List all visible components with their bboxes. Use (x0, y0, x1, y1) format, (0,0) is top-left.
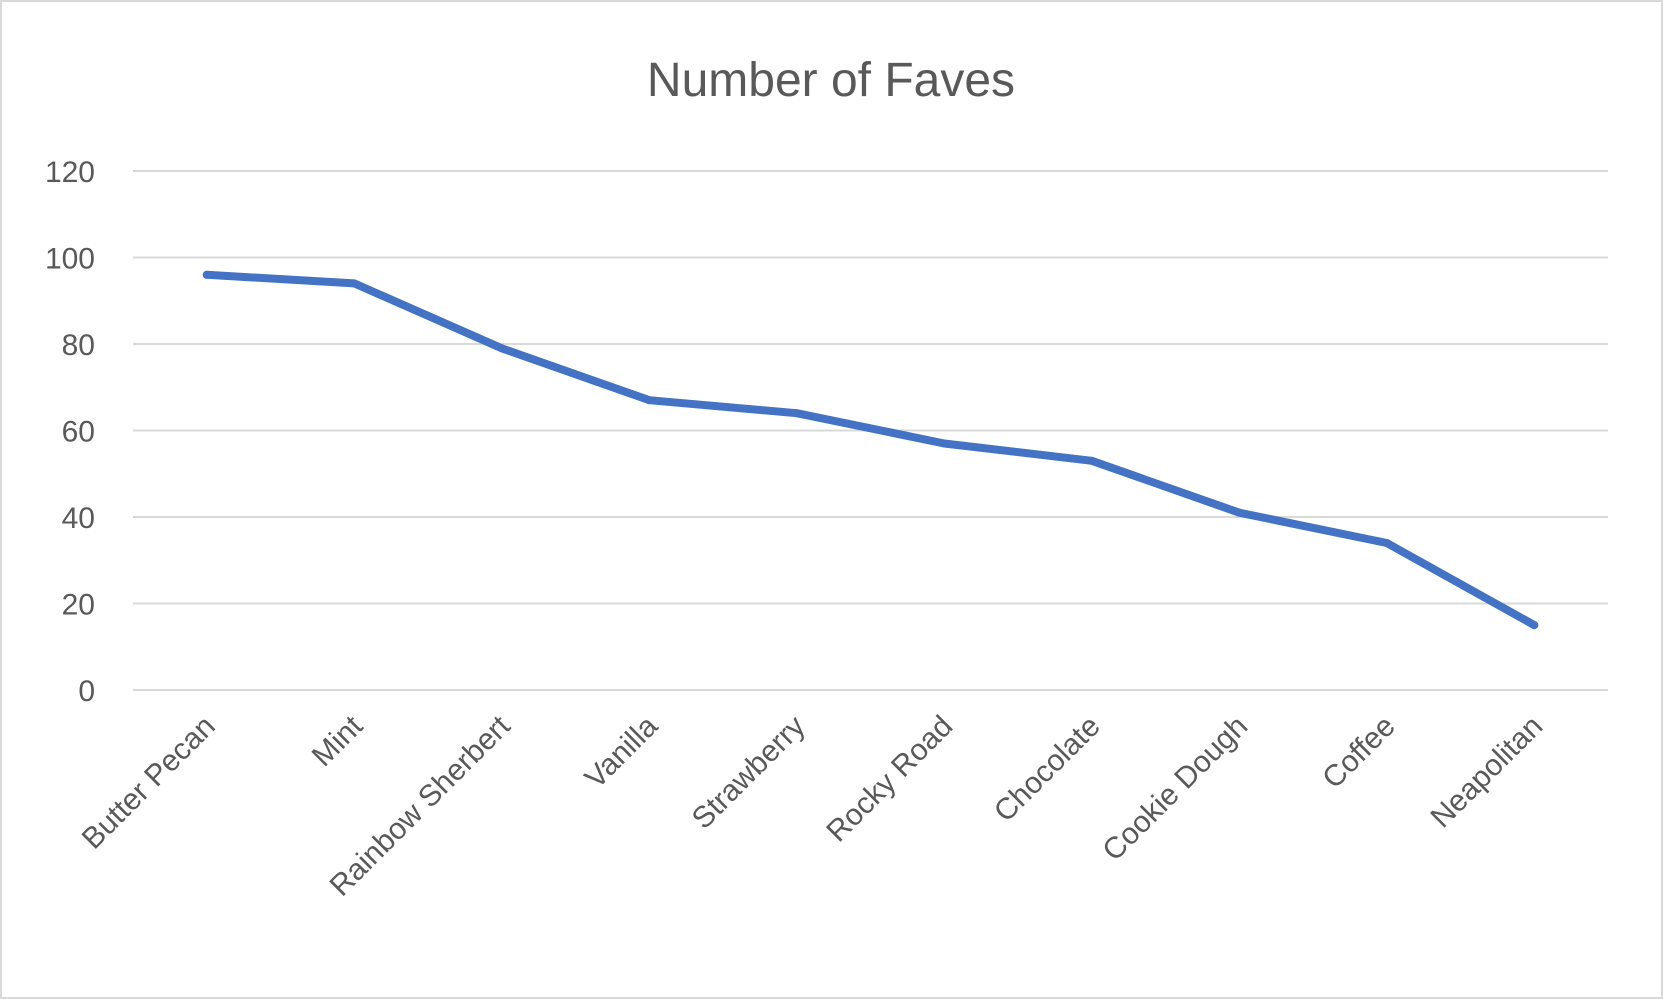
y-tick-label: 120 (45, 156, 95, 189)
gridlines (133, 170, 1608, 691)
data-point (1235, 508, 1244, 517)
series-line (202, 270, 1539, 630)
chart-title: Number of Faves (647, 54, 1015, 107)
data-point (1382, 538, 1391, 547)
data-point (645, 396, 654, 405)
series-layer (202, 270, 1539, 630)
y-axis-tick-labels: 0 20 40 60 80 100 120 (45, 156, 95, 708)
y-tick-label: 80 (62, 329, 95, 362)
y-tick-label: 20 (62, 589, 95, 622)
data-point (792, 409, 801, 418)
data-point (940, 439, 949, 448)
y-tick-label: 0 (78, 675, 95, 708)
data-point (497, 344, 506, 353)
y-tick-label: 100 (45, 243, 95, 276)
y-tick-label: 40 (62, 502, 95, 535)
data-point (1530, 621, 1539, 630)
y-tick-label: 60 (62, 416, 95, 449)
data-point (1087, 456, 1096, 465)
data-point (202, 270, 211, 279)
data-point (350, 279, 359, 288)
